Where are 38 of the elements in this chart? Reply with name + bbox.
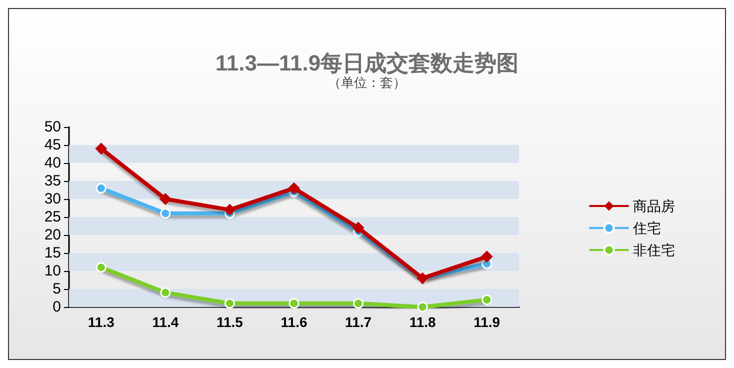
y-tick-label: 30 [44,190,61,208]
point [95,142,108,155]
y-tick-label: 15 [44,244,61,262]
point [352,222,364,234]
chart-title: 11.3—11.9每日成交套数走势图 [215,50,519,76]
x-tick-label: 11.7 [345,314,372,330]
point [160,208,171,219]
point [224,298,235,309]
legend-label: 商品房 [633,198,675,214]
legend-label: 住宅 [632,220,661,236]
point [159,193,172,205]
point [224,204,236,216]
point [288,298,300,309]
x-tick-label: 11.6 [280,314,308,330]
y-tick-label: 40 [44,154,61,172]
chart-subtitle: （单位：套） [328,75,406,90]
point [160,287,171,298]
x-tick-label: 11.8 [409,314,436,330]
y-tick-label: 20 [44,226,61,244]
y-tick-label: 50 [44,118,61,136]
point [96,182,106,194]
point [353,298,364,309]
y-tick-label: 5 [52,280,61,298]
y-tick-label: 10 [44,262,61,280]
legend-label: 非住宅 [633,242,675,258]
x-tick-label: 11.5 [216,314,244,330]
x-tick-label: 11.9 [474,314,500,330]
x-tick-label: 11.3 [88,314,115,330]
point [288,182,300,194]
point [417,302,428,312]
y-tick-label: 25 [44,208,61,226]
y-tick-label: 0 [52,298,61,316]
y-tick-label: 45 [44,136,61,154]
point [482,294,492,306]
y-tick-label: 35 [44,172,61,190]
point [480,250,493,263]
point [96,262,106,273]
x-tick-label: 11.4 [152,314,179,330]
